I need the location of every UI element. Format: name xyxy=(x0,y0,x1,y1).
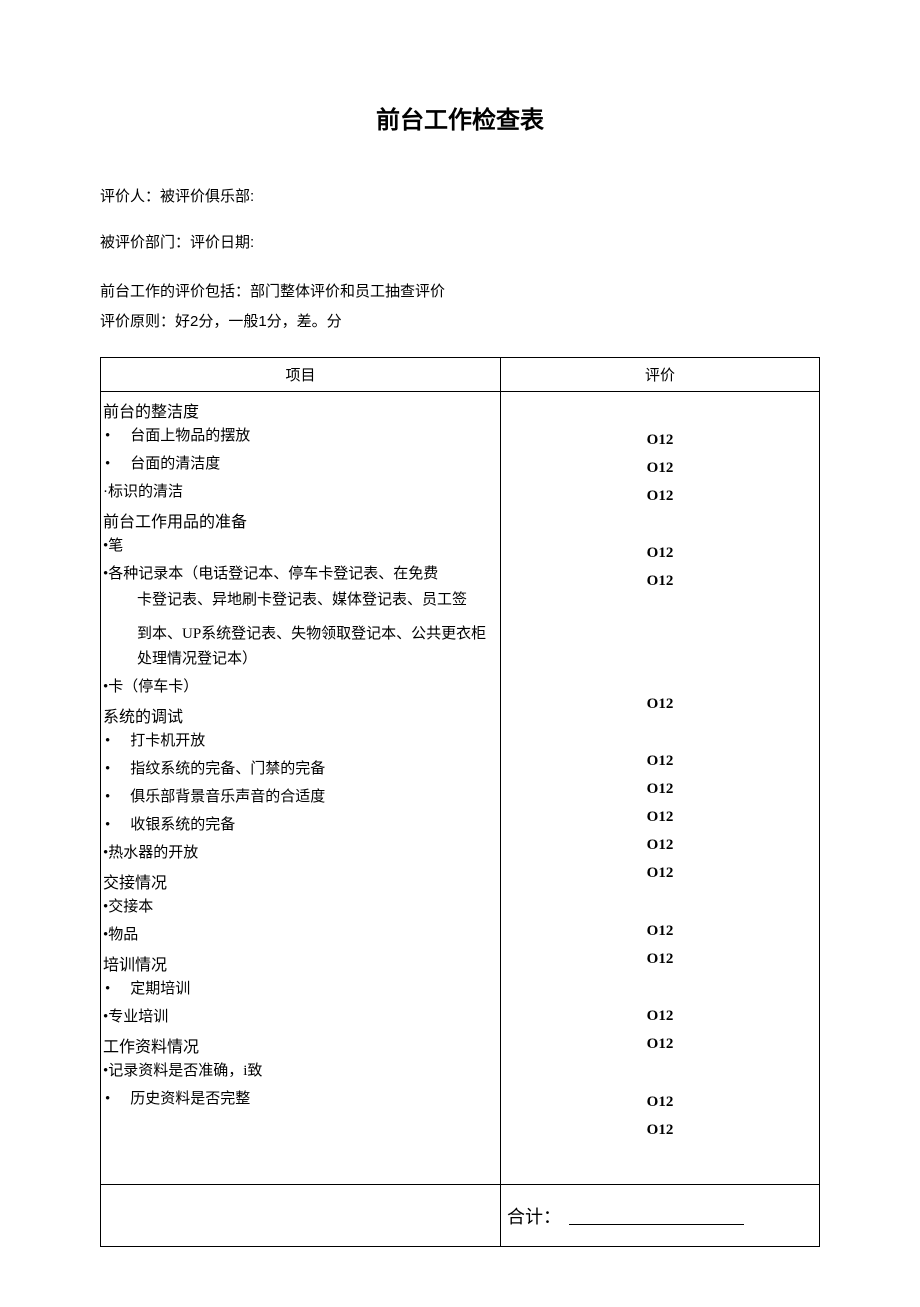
checklist-item: •卡（停车卡） xyxy=(103,673,500,701)
description-line-1: 前台工作的评价包括：部门整体评价和员工抽查评价 xyxy=(100,277,820,307)
eval-spacer xyxy=(501,718,819,748)
checklist-item: •台面上物品的摆放 xyxy=(103,422,500,450)
eval-value: O12 xyxy=(501,747,819,775)
eval-value: O12 xyxy=(501,1030,819,1058)
eval-value: O12 xyxy=(501,803,819,831)
checklist-item: •俱乐部背景音乐声音的合适度 xyxy=(103,783,500,811)
eval-value: O12 xyxy=(501,482,819,510)
evaluation-column: O12O12O12 O12O12 O12 O12O12O12O12O12 O12… xyxy=(501,392,819,1184)
section-title: 工作资料情况 xyxy=(103,1031,500,1057)
eval-value: O12 xyxy=(501,831,819,859)
eval-value: O12 xyxy=(501,859,819,887)
checklist-item: •记录资料是否准确，i致 xyxy=(103,1057,500,1085)
department-line: 被评价部门：评价日期: xyxy=(100,231,820,252)
checklist-table: 项目 评价 前台的整洁度•台面上物品的摆放•台面的清洁度·标识的清洁前台工作用品… xyxy=(100,357,820,1247)
checklist-item-wrap: 处理情况登记本） xyxy=(103,647,500,673)
header-project: 项目 xyxy=(101,358,501,391)
eval-value: O12 xyxy=(501,1116,819,1144)
checklist-item: •打卡机开放 xyxy=(103,727,500,755)
eval-spacer xyxy=(501,973,819,1003)
eval-value: O12 xyxy=(501,567,819,595)
total-right-cell: 合计： xyxy=(501,1185,819,1246)
total-row: 合计： xyxy=(101,1184,819,1246)
eval-value: O12 xyxy=(501,1002,819,1030)
section-title: 交接情况 xyxy=(103,867,500,893)
checklist-item: •物品 xyxy=(103,921,500,949)
total-label: 合计： xyxy=(507,1203,561,1229)
eval-value: O12 xyxy=(501,426,819,454)
section-title: 前台工作用品的准备 xyxy=(103,506,500,532)
checklist-item: •台面的清洁度 xyxy=(103,450,500,478)
total-left-cell xyxy=(101,1185,501,1246)
project-column: 前台的整洁度•台面上物品的摆放•台面的清洁度·标识的清洁前台工作用品的准备•笔•… xyxy=(101,392,501,1184)
eval-value: O12 xyxy=(501,1088,819,1116)
eval-spacer xyxy=(501,625,819,661)
eval-spacer xyxy=(501,1058,819,1088)
checklist-item: •指纹系统的完备、门禁的完备 xyxy=(103,755,500,783)
table-header: 项目 评价 xyxy=(101,358,819,392)
total-underline xyxy=(569,1207,744,1225)
eval-spacer xyxy=(501,396,819,426)
checklist-item: •热水器的开放 xyxy=(103,839,500,867)
checklist-item: •收银系统的完备 xyxy=(103,811,500,839)
eval-value: O12 xyxy=(501,690,819,718)
checklist-item: •各种记录本（电话登记本、停车卡登记表、在免费 xyxy=(103,560,500,588)
checklist-item: •专业培训 xyxy=(103,1003,500,1031)
eval-value: O12 xyxy=(501,775,819,803)
eval-spacer xyxy=(501,595,819,625)
document-title: 前台工作检查表 xyxy=(100,100,820,135)
eval-value: O12 xyxy=(501,454,819,482)
checklist-item: •定期培训 xyxy=(103,975,500,1003)
checklist-item: •历史资料是否完整 xyxy=(103,1085,500,1113)
checklist-item: ·标识的清洁 xyxy=(103,478,500,506)
checklist-item: •交接本 xyxy=(103,893,500,921)
section-title: 系统的调试 xyxy=(103,701,500,727)
header-evaluation: 评价 xyxy=(501,358,819,391)
eval-value: O12 xyxy=(501,917,819,945)
checklist-item: •笔 xyxy=(103,532,500,560)
checklist-item-wrap: 卡登记表、异地刷卡登记表、媒体登记表、员工签 xyxy=(103,588,500,614)
eval-value: O12 xyxy=(501,539,819,567)
eval-spacer xyxy=(501,887,819,917)
eval-spacer xyxy=(501,510,819,540)
evaluator-line: 评价人：被评价俱乐部: xyxy=(100,185,820,206)
eval-spacer xyxy=(501,660,819,690)
table-body: 前台的整洁度•台面上物品的摆放•台面的清洁度·标识的清洁前台工作用品的准备•笔•… xyxy=(101,392,819,1184)
section-title: 培训情况 xyxy=(103,949,500,975)
eval-value: O12 xyxy=(501,945,819,973)
section-title: 前台的整洁度 xyxy=(103,396,500,422)
checklist-item-wrap: 到本、UP系统登记表、失物领取登记本、公共更衣柜 xyxy=(103,614,500,648)
description-line-2: 评价原则：好2分，一般1分，差。分 xyxy=(100,307,820,337)
